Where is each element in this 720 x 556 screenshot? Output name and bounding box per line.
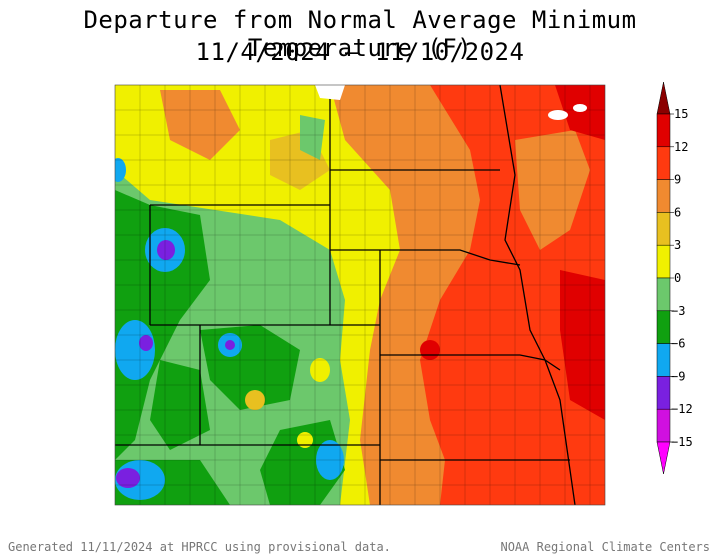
map-field	[115, 85, 605, 505]
map-title: Departure from Normal Average Minimum Te…	[83, 6, 637, 62]
colorbar-segment	[656, 343, 671, 377]
colorbar-label: 12	[674, 140, 688, 154]
colorbar-segment	[656, 244, 671, 279]
colorbar-label: −3	[671, 304, 685, 318]
generation-note: Generated 11/11/2024 at HPRCC using prov…	[8, 540, 391, 554]
map-date-range: 11/4/2024 – 11/10/2024	[195, 38, 525, 66]
colorbar-segment	[656, 408, 671, 443]
colorbar-label: 0	[674, 271, 681, 285]
colorbar-label: 6	[674, 205, 681, 219]
colorbar-label: 9	[674, 173, 681, 187]
colorbar-label: −15	[671, 435, 693, 449]
colorbar-label: 3	[674, 238, 681, 252]
colorbar-segment	[656, 310, 671, 344]
colorbar-bottom-arrow	[656, 441, 671, 475]
colorbar-label: −9	[671, 369, 685, 383]
colorbar-segment	[656, 146, 671, 180]
colorbar-label: −12	[671, 402, 693, 416]
colorbar-segment	[656, 212, 671, 246]
colorbar-segment	[656, 179, 671, 213]
colorbar-label: 15	[674, 107, 688, 121]
colorbar-segment	[656, 277, 671, 312]
colorbar-top-arrow	[656, 81, 671, 115]
colorbar-segment	[656, 113, 671, 148]
color-scale-legend: 15 12 9 6 3 0 −3 −6 −9 −12 −15	[656, 81, 693, 475]
source-credit: NOAA Regional Climate Centers	[500, 540, 710, 554]
colorbar-segment	[656, 376, 671, 410]
colorbar-label: −6	[671, 337, 685, 351]
